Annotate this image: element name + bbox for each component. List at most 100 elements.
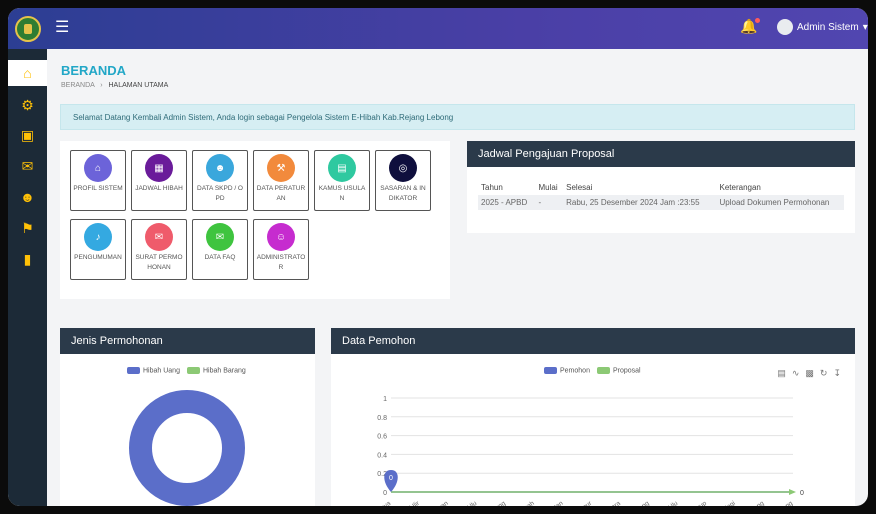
app-frame: ☰ 🔔 Admin Sistem ▾ ⌂ ⚙ ▣ ✉ ☻ ⚑ ▮ BERANDA… (8, 8, 868, 506)
legend-item[interactable]: Proposal (596, 367, 641, 375)
line-chart-icon[interactable]: ∿ (791, 368, 800, 378)
line-legend: Pemohon Proposal (544, 367, 641, 374)
download-icon[interactable]: ↧ (833, 368, 841, 378)
request-type-title: Jenis Permohonan (60, 328, 315, 354)
schedule-panel: Jadwal Pengajuan Proposal Tahun Mulai Se… (467, 141, 855, 233)
users-icon: ☻ (206, 154, 234, 182)
pie-slice (129, 390, 245, 506)
data-view-icon[interactable]: ▤ (777, 368, 786, 378)
y-tick-label: 0 (383, 490, 387, 497)
shortcut-button[interactable]: ☻ DATA SKPD / OPD (192, 150, 248, 211)
shortcut-button[interactable]: ⌂ PROFIL SISTEM (70, 150, 126, 211)
table-cell: 2025 - APBD (478, 195, 536, 210)
applicant-data-panel: Data Pemohon Pemohon Proposal ▤ ∿ ▩ ↻ ↧ … (331, 328, 855, 506)
request-type-panel: Jenis Permohonan Hibah Uang Hibah Barang (60, 328, 315, 506)
shortcut-button[interactable]: ✉ SURAT PERMOHONAN (131, 219, 187, 280)
sidebar-file-icon[interactable]: ▮ (23, 250, 32, 267)
shortcut-label: SASARAN & INDIKATOR (380, 185, 426, 202)
legend-label: Hibah Uang (143, 367, 180, 375)
table-cell: Rabu, 25 Desember 2024 Jam :23:55 (563, 195, 717, 210)
sidebar-home-icon[interactable]: ⌂ (8, 60, 47, 86)
x-tick-label: Timur (576, 499, 594, 506)
shortcut-button[interactable]: ♪ PENGUMUMAN (70, 219, 126, 280)
x-tick-label: Bermani Ilir (390, 499, 422, 506)
legend-label: Proposal (612, 367, 641, 375)
x-tick-label: Selatan (542, 500, 564, 506)
series-end-arrow (789, 489, 796, 495)
gavel-icon: ⚒ (267, 154, 295, 182)
y-tick-label: 0.8 (377, 415, 387, 422)
mail-icon: ✉ (145, 223, 173, 251)
sidebar: ⌂ ⚙ ▣ ✉ ☻ ⚑ ▮ (8, 49, 47, 506)
bar-chart-icon[interactable]: ▩ (805, 368, 814, 378)
x-tick-label: Tengah (514, 500, 536, 506)
donut-chart (129, 390, 245, 506)
y-tick-label: 0.6 (377, 434, 387, 441)
shortcut-label: JADWAL HIBAH (135, 185, 183, 192)
calendar-icon: ▦ (145, 154, 173, 182)
column-header: Keterangan (719, 182, 761, 192)
breadcrumb: BERANDA › HALAMAN UTAMA (61, 82, 168, 89)
user-menu[interactable]: Admin Sistem ▾ (777, 19, 868, 35)
notification-dot (755, 18, 761, 23)
shortcut-label: KAMUS USULAN (318, 185, 366, 202)
shortcut-button[interactable]: ▤ KAMUS USULAN (314, 150, 370, 211)
shortcut-label: PROFIL SISTEM (73, 185, 123, 192)
shortcut-button[interactable]: ◎ SASARAN & INDIKATOR (375, 150, 431, 211)
sidebar-mail-icon[interactable]: ✉ (21, 157, 34, 174)
x-tick-label: Kelingi (717, 500, 737, 506)
legend-label: Pemohon (560, 367, 590, 375)
shortcut-button[interactable]: ▦ JADWAL HIBAH (131, 150, 187, 211)
shortcut-label: DATA PERATURAN (256, 185, 306, 202)
y-tick-label: 0.4 (377, 452, 387, 459)
breadcrumb-separator-icon: › (96, 82, 107, 89)
user-icon: ☺ (267, 223, 295, 251)
schedule-table: Tahun Mulai Selesai Keterangan 2025 - AP… (478, 179, 844, 210)
table-cell: Upload Dokumen Permohonan (716, 195, 844, 210)
sidebar-users-icon[interactable]: ☻ (20, 189, 35, 205)
sidebar-settings-icon[interactable]: ⚙ (21, 96, 34, 113)
notification-bell-icon[interactable]: 🔔 (740, 18, 761, 35)
x-tick-label: Curup (689, 500, 708, 506)
legend-item[interactable]: Pemohon (544, 367, 590, 374)
chevron-down-icon: ▾ (862, 21, 868, 33)
x-tick-label: Sindang (742, 500, 766, 506)
breadcrumb-root[interactable]: BERANDA (61, 82, 95, 89)
x-tick-label: Ulu Raya (366, 500, 392, 506)
table-row: 2025 - APBD - Rabu, 25 Desember 2024 Jam… (478, 195, 844, 210)
legend-swatch (596, 367, 610, 374)
shortcut-label: ADMINISTRATOR (256, 254, 306, 271)
schedule-panel-title: Jadwal Pengajuan Proposal (467, 141, 855, 167)
shortcut-label: PENGUMUMAN (74, 254, 122, 261)
data-label: 0 (389, 475, 393, 482)
applicant-data-title: Data Pemohon (331, 328, 855, 354)
shortcut-menu-panel: ⌂ PROFIL SISTEM ▦ JADWAL HIBAH ☻ DATA SKPD / … (60, 141, 450, 299)
data-label: 0 (800, 490, 804, 497)
breadcrumb-current: HALAMAN UTAMA (108, 82, 169, 89)
main-content: BERANDA BERANDA › HALAMAN UTAMA Selamat … (47, 49, 868, 506)
restore-icon[interactable]: ↻ (819, 368, 828, 378)
sidebar-calendar-icon[interactable]: ▣ (20, 126, 35, 143)
x-tick-label: Bermani Ulu (445, 500, 479, 506)
column-header: Selesai (566, 182, 593, 192)
avatar (777, 19, 793, 35)
y-tick-label: 1 (383, 396, 387, 403)
shortcut-button[interactable]: ✉ DATA FAQ (192, 219, 248, 280)
topbar: ☰ 🔔 Admin Sistem ▾ (8, 8, 868, 49)
page-title: BERANDA (61, 63, 126, 78)
chart-toolbox: ▤ ∿ ▩ ↻ ↧ (777, 368, 841, 379)
shortcut-button[interactable]: ☺ ADMINISTRATOR (253, 219, 309, 280)
hamburger-menu-icon[interactable]: ☰ (55, 19, 70, 36)
shortcut-button[interactable]: ⚒ DATA PERATURAN (253, 150, 309, 211)
sidebar-megaphone-icon[interactable]: ⚑ (21, 219, 34, 236)
legend-label: Hibah Barang (202, 367, 246, 375)
legend-item[interactable]: Hibah Uang (127, 367, 180, 374)
x-tick-label: Dataran (427, 500, 450, 506)
column-header: Tahun (481, 182, 503, 192)
chat-icon: ✉ (206, 223, 234, 251)
x-tick-label: Rejang (630, 500, 651, 506)
x-tick-label: Padang (772, 500, 795, 506)
legend-item[interactable]: Hibah Barang (186, 367, 246, 375)
x-tick-label: Bermani Ulu (646, 500, 680, 506)
legend-swatch (186, 367, 200, 374)
